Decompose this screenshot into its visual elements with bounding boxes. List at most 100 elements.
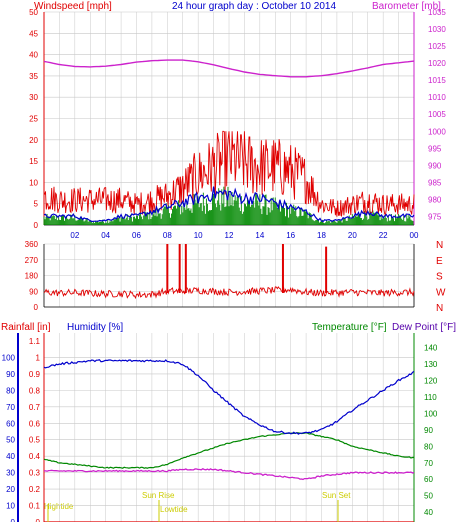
compass-direction-label: E bbox=[436, 256, 443, 267]
barometer-tick-label: 975 bbox=[428, 212, 442, 221]
wind-tick-label: 15 bbox=[29, 157, 38, 166]
barometer-tick-label: 1030 bbox=[428, 25, 446, 34]
temperature-tick-label: 130 bbox=[424, 360, 438, 369]
chart-marks-layer: 0510152025303540455097598098599099510001… bbox=[2, 8, 446, 522]
wind-tick-label: 0 bbox=[34, 221, 39, 230]
barometer-line bbox=[43, 59, 415, 78]
barometer-tick-label: 980 bbox=[428, 195, 442, 204]
barometer-tick-label: 985 bbox=[428, 178, 442, 187]
sunset-label: Sun Set bbox=[322, 491, 351, 500]
rain-tick-label: 0 bbox=[36, 518, 41, 522]
compass-direction-label: N bbox=[436, 303, 443, 314]
barometer-tick-label: 1005 bbox=[428, 110, 446, 119]
direction-tick-label: 270 bbox=[25, 256, 39, 265]
wind-direction-line bbox=[43, 286, 415, 300]
rain-tick-label: 1.1 bbox=[29, 337, 41, 346]
rain-tick-label: 0.7 bbox=[29, 403, 41, 412]
lowtide-label: Lowtide bbox=[160, 505, 188, 514]
temperature-tick-label: 50 bbox=[424, 492, 433, 501]
humidity-line bbox=[43, 359, 415, 435]
humidity-tick-label: 60 bbox=[6, 419, 15, 428]
hour-tick-label: 04 bbox=[101, 231, 110, 240]
direction-tick-label: 360 bbox=[25, 240, 39, 249]
humidity-tick-label: 90 bbox=[6, 370, 15, 379]
rain-tick-label: 0.8 bbox=[29, 386, 41, 395]
temperature-tick-label: 120 bbox=[424, 376, 438, 385]
rain-tick-label: 0.5 bbox=[29, 436, 41, 445]
humidity-tick-label: 30 bbox=[6, 469, 15, 478]
humidity-tick-label: 70 bbox=[6, 403, 15, 412]
temperature-tick-label: 110 bbox=[424, 393, 437, 402]
barometer-tick-label: 1025 bbox=[428, 42, 446, 51]
temperature-tick-label: 60 bbox=[424, 475, 433, 484]
hour-tick-label: 00 bbox=[410, 231, 419, 240]
humidity-tick-label: 50 bbox=[6, 436, 15, 445]
barometer-tick-label: 1000 bbox=[428, 127, 446, 136]
humidity-tick-label: 100 bbox=[2, 353, 16, 362]
temperature-tick-label: 90 bbox=[424, 426, 433, 435]
hour-tick-label: 02 bbox=[70, 231, 79, 240]
direction-tick-label: 90 bbox=[29, 287, 38, 296]
rain-tick-label: 0.2 bbox=[29, 485, 41, 494]
temperature-tick-label: 140 bbox=[424, 344, 438, 353]
wind-tick-label: 20 bbox=[29, 136, 38, 145]
wind-tick-label: 45 bbox=[29, 29, 38, 38]
humidity-tick-label: 10 bbox=[6, 502, 15, 511]
humidity-tick-label: 80 bbox=[6, 386, 15, 395]
temperature-axis-title: Temperature [°F] bbox=[312, 322, 387, 333]
windspeed-title: Windspeed [mph] bbox=[34, 1, 112, 12]
hour-tick-label: 18 bbox=[317, 231, 326, 240]
barometer-tick-label: 1015 bbox=[428, 76, 446, 85]
rain-tick-label: 0.1 bbox=[29, 502, 41, 511]
barometer-title: Barometer [mb] bbox=[372, 1, 441, 12]
temperature-tick-label: 40 bbox=[424, 508, 433, 517]
barometer-tick-label: 995 bbox=[428, 144, 442, 153]
barometer-tick-label: 1035 bbox=[428, 8, 446, 17]
rain-tick-label: 1 bbox=[36, 353, 41, 362]
sunrise-label: Sun Rise bbox=[142, 491, 175, 500]
dewpoint-line bbox=[43, 468, 415, 481]
rain-tick-label: 0.3 bbox=[29, 469, 41, 478]
barometer-tick-label: 1010 bbox=[428, 93, 446, 102]
rainfall-axis-title: Rainfall [in] bbox=[1, 322, 51, 333]
wind-tick-label: 5 bbox=[34, 200, 39, 209]
hour-tick-label: 08 bbox=[163, 231, 172, 240]
graph-date-title: 24 hour graph day : October 10 2014 bbox=[172, 1, 336, 12]
compass-direction-label: S bbox=[436, 272, 443, 283]
barometer-tick-label: 1020 bbox=[428, 59, 446, 68]
rain-tick-label: 0.9 bbox=[29, 370, 41, 379]
direction-tick-label: 180 bbox=[25, 272, 39, 281]
dewpoint-axis-title: Dew Point [°F] bbox=[392, 322, 456, 333]
temperature-tick-label: 80 bbox=[424, 442, 433, 451]
temperature-tick-label: 100 bbox=[424, 409, 438, 418]
wind-tick-label: 50 bbox=[29, 8, 38, 17]
hour-tick-label: 22 bbox=[379, 231, 388, 240]
hour-tick-label: 10 bbox=[194, 231, 203, 240]
barometer-tick-label: 990 bbox=[428, 161, 442, 170]
hour-tick-label: 14 bbox=[255, 231, 264, 240]
wind-tick-label: 30 bbox=[29, 93, 38, 102]
direction-tick-label: 0 bbox=[34, 303, 39, 312]
wind-tick-label: 35 bbox=[29, 72, 38, 81]
compass-direction-label: N bbox=[436, 240, 443, 251]
wind-tick-label: 10 bbox=[29, 178, 38, 187]
wind-tick-label: 25 bbox=[29, 115, 38, 124]
temperature-line bbox=[43, 432, 415, 469]
hour-tick-label: 06 bbox=[132, 231, 141, 240]
hour-tick-label: 12 bbox=[225, 231, 234, 240]
rain-tick-label: 0.4 bbox=[29, 452, 41, 461]
wind-average-line bbox=[43, 186, 415, 223]
wind-gust-line bbox=[43, 130, 415, 217]
temperature-tick-label: 70 bbox=[424, 459, 433, 468]
humidity-tick-label: 40 bbox=[6, 452, 15, 461]
hightide-label: Hightide bbox=[44, 502, 74, 511]
humidity-axis-title: Humidity [%] bbox=[67, 322, 123, 333]
rain-tick-label: 0.6 bbox=[29, 419, 41, 428]
compass-direction-label: W bbox=[436, 287, 446, 298]
humidity-tick-label: 0 bbox=[11, 518, 16, 522]
hour-tick-label: 20 bbox=[348, 231, 357, 240]
wind-tick-label: 40 bbox=[29, 51, 38, 60]
